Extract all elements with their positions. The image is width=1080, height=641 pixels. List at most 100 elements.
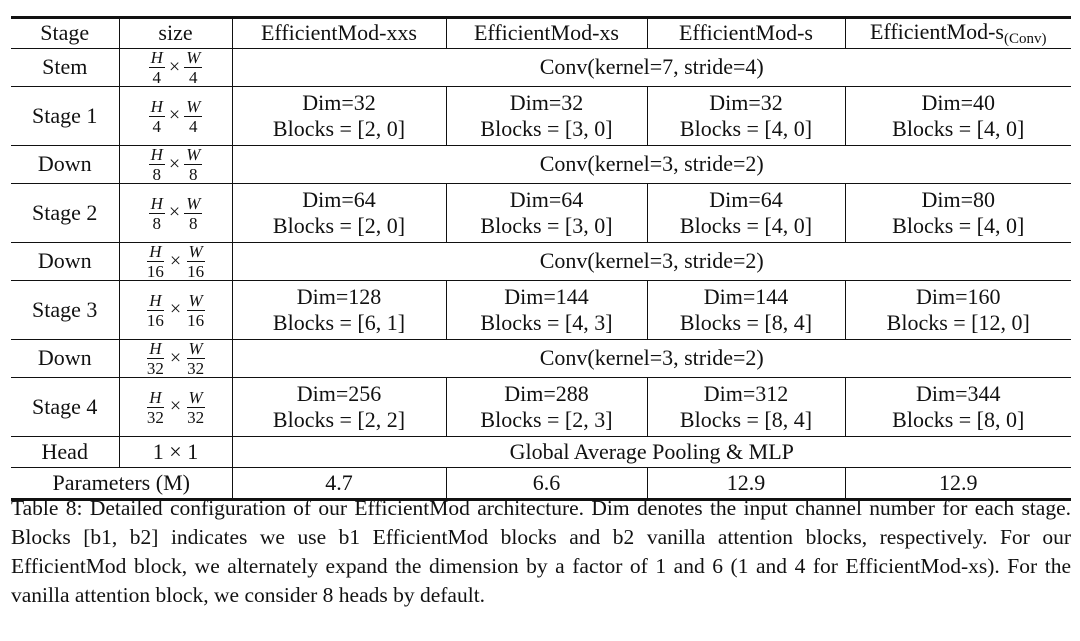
row-label: Down xyxy=(11,242,120,281)
fraction-denominator: 16 xyxy=(187,262,205,281)
size-cell: H 8 × W 8 xyxy=(119,145,233,184)
param-value: 12.9 xyxy=(647,467,846,500)
size-fraction: H 32 xyxy=(145,340,166,377)
param-value: 4.7 xyxy=(232,467,447,500)
dim-value: Dim=144 xyxy=(703,283,789,309)
dim-value: Dim=144 xyxy=(504,283,589,309)
blocks-value: Blocks = [2, 0] xyxy=(272,116,406,141)
fraction-numerator: W xyxy=(184,145,203,165)
dim-value: Dim=32 xyxy=(509,89,584,115)
table-row-stage2: Stage 2 H 8 × W 8 Dim=64 Blocks = [2, 0] Dim=64 B… xyxy=(11,183,1071,243)
table-row-head: Head 1 × 1 Global Average Pooling & MLP xyxy=(11,436,1071,468)
row-label: Head xyxy=(11,436,120,468)
header-s: EfficientMod-s xyxy=(647,17,846,49)
param-value: 12.9 xyxy=(845,467,1071,500)
merged-cell: Conv(kernel=3, stride=2) xyxy=(232,145,1071,184)
table-caption: Table 8: Detailed configuration of our E… xyxy=(11,496,1071,607)
times-symbol: × xyxy=(168,201,181,224)
config-cell: Dim=64 Blocks = [4, 0] xyxy=(647,183,846,243)
fraction-numerator: W xyxy=(184,96,203,117)
size-fraction: W 16 xyxy=(185,243,206,280)
configuration-table: Stage size EfficientMod-xxs EfficientMod… xyxy=(11,16,1071,501)
row-label: Down xyxy=(11,339,120,378)
dim-value: Dim=40 xyxy=(921,89,996,115)
table-row-stem: Stem H 4 × W 4 Conv(kernel=7, stride=4) xyxy=(11,48,1071,87)
table-row-params: Parameters (M) 4.7 6.6 12.9 12.9 xyxy=(11,467,1071,500)
merged-cell: Conv(kernel=3, stride=2) xyxy=(232,242,1071,281)
config-cell: Dim=312 Blocks = [8, 4] xyxy=(647,377,846,437)
dim-value: Dim=288 xyxy=(504,380,589,406)
config-cell: Dim=256 Blocks = [2, 2] xyxy=(232,377,447,437)
fraction-denominator: 16 xyxy=(146,262,164,281)
fraction-numerator: H xyxy=(148,145,165,165)
merged-cell: Global Average Pooling & MLP xyxy=(232,436,1071,468)
blocks-value: Blocks = [8, 0] xyxy=(892,407,1025,432)
dim-value: Dim=32 xyxy=(302,89,376,115)
blocks-value: Blocks = [2, 2] xyxy=(272,407,406,432)
config-cell: Dim=128 Blocks = [6, 1] xyxy=(232,280,447,340)
times-symbol: × xyxy=(169,395,182,418)
config-cell: Dim=32 Blocks = [2, 0] xyxy=(232,86,447,146)
header-s-conv-sub: (Conv) xyxy=(1004,31,1047,47)
dim-value: Dim=312 xyxy=(703,380,789,406)
config-cell: Dim=144 Blocks = [8, 4] xyxy=(647,280,846,340)
size-fraction: H 32 xyxy=(145,389,166,426)
fraction-numerator: W xyxy=(184,193,203,214)
fraction-numerator: W xyxy=(186,339,205,359)
size-cell: H 4 × W 4 xyxy=(119,48,233,87)
merged-cell: Conv(kernel=7, stride=4) xyxy=(232,48,1071,87)
fraction-denominator: 8 xyxy=(152,165,162,184)
merged-cell: Conv(kernel=3, stride=2) xyxy=(232,339,1071,378)
table-row-down2: Down H 16 × W 16 Conv(kernel=3, stride=2) xyxy=(11,242,1071,281)
fraction-denominator: 32 xyxy=(146,359,164,378)
fraction-denominator: 8 xyxy=(189,213,198,233)
times-symbol: × xyxy=(169,298,182,321)
dim-value: Dim=256 xyxy=(296,380,382,406)
fraction-denominator: 4 xyxy=(152,116,162,136)
fraction-numerator: H xyxy=(147,339,164,359)
blocks-value: Blocks = [8, 4] xyxy=(679,407,813,432)
size-fraction: W 32 xyxy=(185,389,206,426)
size-fraction: W 16 xyxy=(185,292,206,329)
param-value: 6.6 xyxy=(446,467,648,500)
blocks-value: Blocks = [4, 0] xyxy=(679,213,813,238)
dim-value: Dim=344 xyxy=(915,380,1001,406)
config-cell: Dim=64 Blocks = [3, 0] xyxy=(446,183,648,243)
times-symbol: × xyxy=(169,346,182,369)
fraction-denominator: 16 xyxy=(146,310,164,330)
row-label: Stage 4 xyxy=(11,377,120,437)
table-row-stage3: Stage 3 H 16 × W 16 Dim=128 Blocks = [6, 1] Dim=… xyxy=(11,280,1071,340)
fraction-denominator: 32 xyxy=(146,407,164,427)
fraction-denominator: 32 xyxy=(187,407,205,427)
blocks-value: Blocks = [2, 0] xyxy=(272,213,406,238)
fraction-numerator: W xyxy=(186,387,205,408)
config-cell: Dim=144 Blocks = [4, 3] xyxy=(446,280,648,340)
blocks-value: Blocks = [3, 0] xyxy=(480,116,613,141)
row-label: Stage 1 xyxy=(11,86,120,146)
header-stage: Stage xyxy=(11,17,120,49)
times-symbol: × xyxy=(168,104,181,127)
times-symbol: × xyxy=(168,55,181,78)
dim-value: Dim=64 xyxy=(509,186,584,212)
blocks-value: Blocks = [4, 3] xyxy=(480,310,613,335)
config-cell: Dim=80 Blocks = [4, 0] xyxy=(845,183,1071,243)
blocks-value: Blocks = [4, 0] xyxy=(892,116,1025,141)
blocks-value: Blocks = [2, 3] xyxy=(480,407,613,432)
times-symbol: × xyxy=(168,152,181,175)
blocks-value: Blocks = [3, 0] xyxy=(480,213,613,238)
size-cell: 1 × 1 xyxy=(119,436,233,468)
config-cell: Dim=64 Blocks = [2, 0] xyxy=(232,183,447,243)
row-label: Stem xyxy=(11,48,120,87)
fraction-numerator: H xyxy=(148,48,165,68)
blocks-value: Blocks = [8, 4] xyxy=(679,310,813,335)
config-cell: Dim=32 Blocks = [3, 0] xyxy=(446,86,648,146)
blocks-value: Blocks = [4, 0] xyxy=(892,213,1025,238)
size-fraction: H 16 xyxy=(145,243,166,280)
blocks-value: Blocks = [12, 0] xyxy=(886,310,1030,335)
header-row: Stage size EfficientMod-xxs EfficientMod… xyxy=(11,17,1071,49)
